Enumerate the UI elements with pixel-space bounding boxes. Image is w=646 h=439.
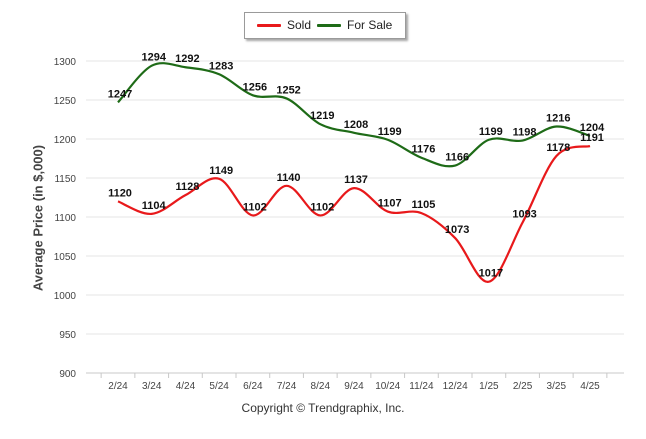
legend-item-sold[interactable]: Sold [257, 18, 311, 32]
data-label-sold: 1149 [209, 165, 233, 177]
data-label-sold: 1137 [344, 174, 368, 186]
series-line-sold [117, 144, 591, 283]
data-label-for-sale: 1199 [479, 126, 503, 138]
y-tick-label: 1300 [54, 57, 77, 68]
data-label-sold: 1093 [512, 208, 536, 220]
data-label-sold: 1104 [142, 200, 167, 212]
data-label-sold: 1128 [175, 181, 199, 193]
x-tick-label: 6/24 [243, 381, 263, 392]
data-label-for-sale: 1247 [108, 88, 132, 100]
legend-swatch-sold [257, 23, 281, 27]
y-tick-label: 1050 [54, 252, 77, 263]
data-label-sold: 1178 [546, 142, 570, 154]
x-tick-label: 4/24 [176, 381, 196, 392]
data-label-for-sale: 1292 [175, 53, 199, 65]
data-label-for-sale: 1219 [310, 110, 334, 122]
x-tick-label: 4/25 [580, 381, 600, 392]
x-tick-label: 3/25 [547, 381, 567, 392]
data-label-for-sale: 1256 [243, 81, 267, 93]
data-label-for-sale: 1198 [513, 127, 537, 139]
data-label-sold: 1105 [411, 199, 435, 211]
y-axis-label: Average Price (in $,000) [30, 144, 46, 292]
data-label-sold: 1107 [378, 198, 402, 210]
y-tick-label: 1150 [54, 174, 76, 185]
data-label-sold: 1017 [479, 268, 503, 280]
data-label-sold: 1073 [445, 224, 469, 236]
x-tick-label: 3/24 [142, 381, 162, 392]
y-tick-label: 900 [59, 369, 76, 380]
data-label-for-sale: 1294 [141, 52, 166, 64]
data-label-sold: 1191 [580, 132, 604, 144]
data-label-sold: 1140 [277, 172, 301, 184]
series-line-for-sale [117, 62, 591, 168]
legend-item-for-sale[interactable]: For Sale [317, 18, 392, 32]
x-tick-label: 2/25 [513, 381, 533, 392]
x-tick-label: 7/24 [277, 381, 297, 392]
x-tick-label: 12/24 [443, 381, 468, 392]
y-tick-label: 1100 [54, 213, 76, 224]
data-label-sold: 1102 [310, 201, 334, 213]
legend-swatch-for-sale [317, 23, 341, 27]
legend-label-for-sale: For Sale [347, 18, 393, 32]
x-tick-label: 11/24 [409, 381, 434, 392]
copyright-footer: Copyright © Trendgraphix, Inc. [241, 401, 405, 415]
y-tick-label: 1250 [54, 96, 77, 107]
data-label-for-sale: 1166 [445, 152, 469, 164]
data-label-sold: 1120 [108, 187, 132, 199]
y-tick-label: 1000 [54, 291, 77, 302]
legend: Sold For Sale [244, 12, 406, 39]
x-tick-label: 9/24 [344, 381, 364, 392]
data-label-for-sale: 1216 [546, 113, 570, 125]
data-label-for-sale: 1283 [209, 60, 233, 72]
data-label-sold: 1102 [243, 201, 267, 213]
y-tick-label: 950 [59, 330, 76, 341]
legend-label-sold: Sold [287, 18, 312, 32]
data-label-for-sale: 1208 [344, 119, 368, 131]
x-tick-label: 5/24 [209, 381, 229, 392]
x-tick-label: 10/24 [375, 381, 400, 392]
x-tick-label: 1/25 [479, 381, 499, 392]
y-tick-label: 1200 [54, 135, 77, 146]
x-tick-label: 2/24 [108, 381, 128, 392]
data-label-for-sale: 1199 [378, 126, 402, 138]
data-label-for-sale: 1176 [411, 144, 435, 156]
data-label-for-sale: 1204 [580, 122, 605, 134]
x-tick-label: 8/24 [311, 381, 331, 392]
data-label-for-sale: 1252 [276, 84, 300, 96]
